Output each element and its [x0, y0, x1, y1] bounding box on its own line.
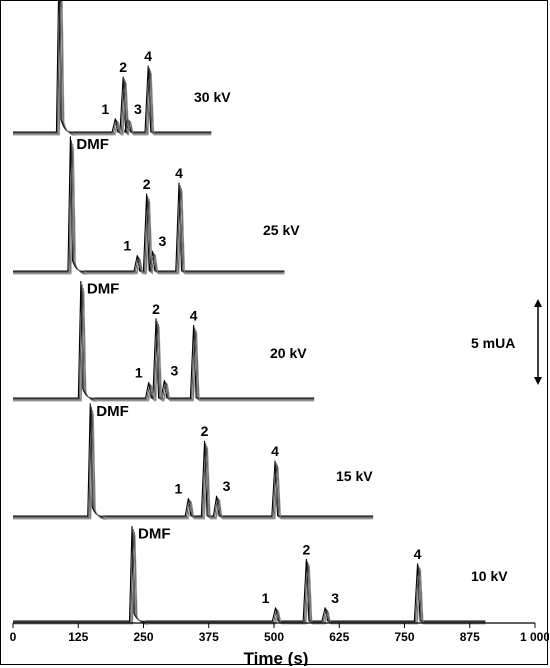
traces-layer — [13, 1, 486, 625]
x-tick-label: 125 — [68, 630, 88, 644]
trace-line — [13, 413, 374, 520]
series-label: 15 kV — [336, 468, 373, 484]
peak-label-3: 3 — [170, 362, 178, 378]
peak-label-2: 2 — [143, 176, 151, 192]
trace-line — [13, 284, 315, 400]
peak-label-1: 1 — [123, 238, 131, 254]
trace-30-kV — [13, 1, 212, 136]
x-tick-label: 375 — [199, 630, 219, 644]
peak-label-2: 2 — [119, 59, 127, 75]
scale-bar-arrow-up — [534, 299, 542, 307]
series-label: 30 kV — [194, 89, 231, 105]
scale-bar-label: 5 mUA — [471, 335, 515, 351]
peak-label-3: 3 — [331, 590, 339, 606]
peak-label-3: 3 — [158, 233, 166, 249]
peak-label-1: 1 — [135, 365, 143, 381]
peak-label-1: 1 — [101, 101, 109, 117]
peak-label-1: 1 — [174, 480, 182, 496]
trace-15-kV — [13, 403, 374, 520]
trace-line — [13, 525, 486, 622]
x-tick-label: 875 — [460, 630, 480, 644]
trace-line — [13, 406, 374, 518]
x-tick-label: 250 — [133, 630, 153, 644]
peak-label-4: 4 — [144, 48, 152, 64]
dmf-peak-label: DMF — [87, 280, 120, 297]
peak-label-1: 1 — [262, 590, 270, 606]
trace-line — [13, 528, 486, 623]
trace-line — [13, 147, 285, 275]
x-tick-label: 750 — [394, 630, 414, 644]
peak-label-3: 3 — [134, 101, 142, 117]
trace-line — [13, 1, 212, 133]
series-label: 25 kV — [263, 222, 300, 238]
trace-10-kV — [13, 525, 486, 625]
trace-line — [13, 1, 212, 135]
trace-line — [13, 291, 315, 402]
trace-line — [13, 140, 285, 273]
trace-line — [13, 280, 315, 399]
peak-label-4: 4 — [175, 165, 183, 181]
x-axis-label: Time (s) — [244, 649, 309, 666]
trace-line — [13, 143, 285, 274]
trace-25-kV — [13, 136, 285, 275]
trace-line — [13, 1, 212, 134]
scale-bar: 5 mUA — [471, 299, 542, 385]
x-tick-label: 1 000 — [520, 630, 549, 644]
series-label: 20 kV — [270, 345, 307, 361]
x-tick-label: 500 — [264, 630, 284, 644]
series-label: 10 kV — [471, 568, 508, 584]
trace-line — [13, 287, 315, 401]
labels-layer: DMF 1 2 3 4 30 kV DMF 1 2 3 4 25 kV DMF 1 2 3 4 20 kV DMF 1… — [76, 48, 508, 606]
dmf-peak-label: DMF — [76, 136, 109, 153]
dmf-peak-label: DMF — [96, 403, 129, 420]
trace-line — [13, 409, 374, 519]
peak-label-2: 2 — [302, 541, 310, 557]
peak-label-4: 4 — [271, 443, 279, 459]
peak-label-2: 2 — [201, 423, 209, 439]
peak-label-4: 4 — [414, 546, 422, 562]
dmf-peak-label: DMF — [138, 525, 171, 542]
peak-label-4: 4 — [190, 307, 198, 323]
scale-bar-arrow-down — [534, 377, 542, 385]
x-tick-label: 0 — [10, 630, 17, 644]
trace-line — [13, 403, 374, 517]
trace-20-kV — [13, 280, 315, 402]
peak-label-2: 2 — [152, 301, 160, 317]
x-axis: 0 125 250 375 500 625 750 875 1 000 — [10, 622, 549, 644]
trace-line — [13, 534, 486, 625]
x-tick-label: 625 — [329, 630, 349, 644]
peak-label-3: 3 — [223, 478, 231, 494]
trace-line — [13, 1, 212, 136]
